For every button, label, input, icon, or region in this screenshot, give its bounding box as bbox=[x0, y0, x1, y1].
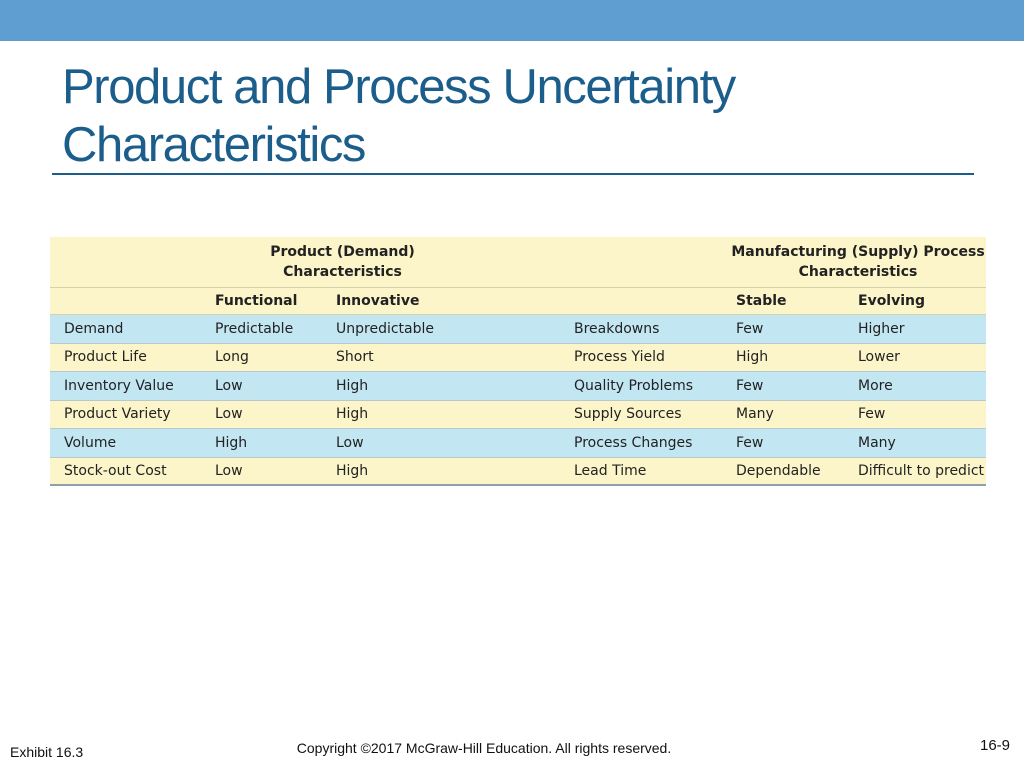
column-header-evolving: Evolving bbox=[858, 293, 926, 309]
cell-innovative: Short bbox=[336, 349, 374, 366]
row-label-product: Demand bbox=[64, 320, 124, 337]
table-body: Demand Predictable Unpredictable Breakdowns… bbox=[50, 315, 986, 486]
characteristics-table: Product (Demand) Characteristics Manufac… bbox=[50, 237, 986, 486]
table-row: Demand Predictable Unpredictable Breakdowns… bbox=[50, 315, 986, 344]
cell-innovative: High bbox=[336, 406, 369, 423]
row-label-product: Inventory Value bbox=[64, 377, 174, 394]
cell-stable: Few bbox=[736, 377, 764, 394]
process-group-header-line-1: Manufacturing (Supply) Process bbox=[731, 244, 985, 260]
cell-stable: Dependable bbox=[736, 462, 821, 479]
slide-title-line-1: Product and Process Uncertainty bbox=[62, 60, 736, 114]
table-group-header-row: Product (Demand) Characteristics Manufac… bbox=[50, 237, 986, 287]
table-column-header-row: Functional Innovative Stable Evolving bbox=[50, 287, 986, 315]
column-header-stable: Stable bbox=[736, 293, 787, 309]
cell-functional: High bbox=[215, 434, 248, 451]
cell-innovative: High bbox=[336, 462, 369, 479]
cell-evolving: Difficult to predict bbox=[858, 462, 985, 479]
cell-evolving: More bbox=[858, 377, 893, 394]
cell-stable: Many bbox=[736, 406, 774, 423]
row-label-process: Supply Sources bbox=[574, 406, 682, 423]
table-row: Stock-out Cost Low High Lead Time Dependable… bbox=[50, 457, 986, 486]
slide-title-line-2: Characteristics bbox=[62, 118, 366, 172]
process-group-header: Manufacturing (Supply) Process Character… bbox=[730, 242, 986, 282]
cell-innovative: Unpredictable bbox=[336, 320, 434, 337]
top-accent-bar bbox=[0, 0, 1024, 41]
slide-title: Product and Process Uncertainty Characte… bbox=[62, 58, 962, 174]
cell-evolving: Lower bbox=[858, 349, 900, 366]
cell-evolving: Few bbox=[858, 406, 886, 423]
row-label-process: Breakdowns bbox=[574, 320, 660, 337]
product-group-header-line-1: Product (Demand) bbox=[270, 244, 415, 260]
row-label-process: Quality Problems bbox=[574, 377, 694, 394]
cell-stable: High bbox=[736, 349, 769, 366]
product-group-header: Product (Demand) Characteristics bbox=[230, 242, 455, 282]
column-header-innovative: Innovative bbox=[336, 293, 420, 309]
row-label-process: Process Changes bbox=[574, 434, 693, 451]
cell-innovative: High bbox=[336, 377, 369, 394]
row-label-product: Product Variety bbox=[64, 406, 171, 423]
row-label-process: Lead Time bbox=[574, 462, 647, 479]
row-label-process: Process Yield bbox=[574, 349, 665, 366]
table-row: Inventory Value Low High Quality Problems Fe… bbox=[50, 372, 986, 401]
exhibit-label: Exhibit 16.3 bbox=[10, 744, 84, 760]
table-row: Volume High Low Process Changes Few Many bbox=[50, 429, 986, 458]
product-group-header-line-2: Characteristics bbox=[283, 264, 402, 280]
title-underline bbox=[52, 173, 974, 175]
row-label-product: Product Life bbox=[64, 349, 147, 366]
cell-functional: Long bbox=[215, 349, 249, 366]
column-header-functional: Functional bbox=[215, 293, 298, 309]
row-label-product: Volume bbox=[64, 434, 117, 451]
cell-evolving: Higher bbox=[858, 320, 905, 337]
cell-evolving: Many bbox=[858, 434, 896, 451]
table-row: Product Life Long Short Process Yield High Lo… bbox=[50, 343, 986, 372]
cell-functional: Low bbox=[215, 377, 243, 394]
process-group-header-line-2: Characteristics bbox=[798, 264, 918, 280]
cell-functional: Predictable bbox=[215, 320, 294, 337]
cell-innovative: Low bbox=[336, 434, 364, 451]
row-label-product: Stock-out Cost bbox=[64, 462, 167, 479]
copyright-notice: Copyright ©2017 McGraw-Hill Education. A… bbox=[296, 740, 672, 756]
cell-functional: Low bbox=[215, 406, 243, 423]
table-row: Product Variety Low High Supply Sources Many… bbox=[50, 400, 986, 429]
cell-stable: Few bbox=[736, 434, 764, 451]
page-number: 16-9 bbox=[980, 737, 1011, 754]
cell-functional: Low bbox=[215, 462, 243, 479]
cell-stable: Few bbox=[736, 320, 764, 337]
